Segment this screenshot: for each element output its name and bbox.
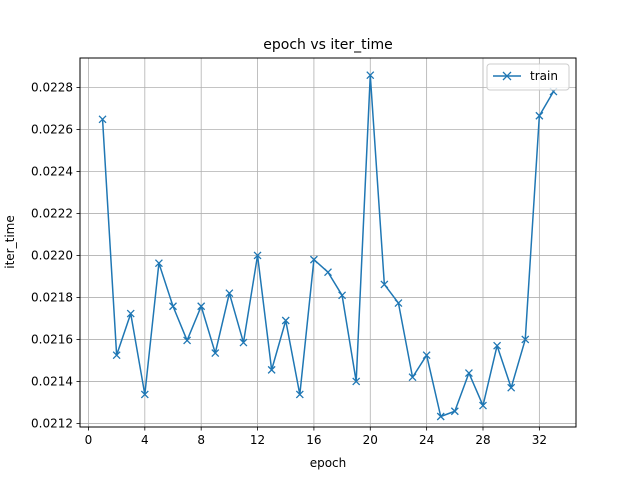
x-tick-label: 32 [532, 433, 547, 447]
data-point [126, 309, 135, 318]
data-point [98, 115, 107, 124]
legend-label: train [530, 69, 558, 83]
chart-title: epoch vs iter_time [263, 37, 393, 53]
y-axis-title: iter_time [3, 215, 17, 268]
data-point [464, 369, 473, 377]
data-point [197, 302, 206, 311]
x-tick-label: 8 [197, 433, 205, 447]
data-point [521, 335, 530, 344]
data-point [239, 338, 248, 347]
data-point [309, 255, 318, 264]
x-tick-label: 24 [419, 433, 434, 447]
x-axis-title: epoch [310, 456, 347, 470]
y-tick-label: 0.0216 [31, 332, 73, 346]
legend-marker-x-icon [502, 71, 512, 81]
data-point [338, 291, 347, 300]
data-point [169, 302, 177, 311]
data-point [154, 259, 163, 268]
series-train [98, 71, 558, 421]
data-point [225, 289, 234, 298]
data-point [380, 280, 389, 289]
x-tick-label: 28 [475, 433, 490, 447]
x-tick-label: 0 [85, 433, 93, 447]
data-point [112, 351, 121, 360]
data-point [535, 111, 544, 120]
data-point [183, 336, 192, 345]
x-tick-label: 4 [141, 433, 149, 447]
x-tick-label: 20 [363, 433, 378, 447]
y-tick-label: 0.0214 [31, 374, 73, 388]
legend: train [486, 63, 570, 91]
data-point [211, 349, 220, 358]
data-point [408, 373, 417, 382]
y-tick-label: 0.0226 [31, 122, 73, 136]
y-tick-label: 0.0224 [31, 164, 73, 178]
data-point [140, 390, 149, 399]
x-tick-label: 12 [250, 433, 265, 447]
legend-box [486, 63, 570, 91]
data-point [281, 316, 290, 325]
series-layer [98, 71, 558, 421]
data-point [352, 377, 361, 386]
data-point [295, 390, 304, 399]
data-point [366, 71, 375, 80]
data-point [422, 351, 431, 360]
data-point [267, 365, 276, 374]
y-tick-label: 0.0218 [31, 290, 73, 304]
data-point [394, 299, 403, 308]
y-tick-label: 0.0228 [31, 80, 73, 94]
plot-frame [79, 57, 577, 428]
data-point [253, 251, 262, 260]
x-tick-label: 16 [306, 433, 321, 447]
ticks: 0 4 8 12 16 20 24 28 32 0.0212 0.0214 0.0216 0.0218 0… [31, 80, 547, 447]
data-point [507, 383, 516, 392]
data-point [450, 407, 459, 416]
data-point [324, 268, 332, 277]
data-point [436, 412, 445, 421]
data-point [493, 341, 502, 350]
y-tick-label: 0.0212 [31, 416, 73, 430]
y-tick-label: 0.0220 [31, 248, 73, 262]
data-point [479, 401, 487, 410]
y-tick-label: 0.0222 [31, 206, 73, 220]
